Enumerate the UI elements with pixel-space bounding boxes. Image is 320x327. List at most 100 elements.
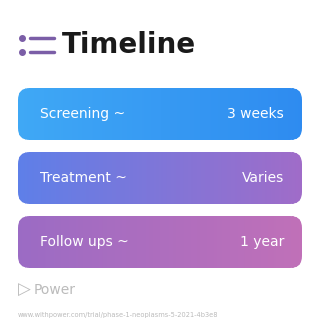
Bar [59,88,61,140]
Bar [113,152,115,204]
Bar [73,216,75,268]
Bar [129,216,131,268]
Bar [105,152,107,204]
Bar [183,152,185,204]
Bar [83,152,85,204]
Bar [86,88,88,140]
Bar [211,88,213,140]
Bar [262,216,264,268]
Bar [68,88,70,140]
Bar [72,152,74,204]
Bar [279,152,281,204]
Bar [63,88,65,140]
Bar [298,88,300,140]
Bar [284,216,285,268]
Bar [251,88,253,140]
Bar [100,152,102,204]
Bar [92,152,94,204]
Bar [18,152,20,204]
Bar [194,152,196,204]
Bar [120,152,122,204]
Bar [32,88,34,140]
Bar [200,216,202,268]
Bar [172,216,173,268]
Bar [190,88,192,140]
Bar [39,88,41,140]
Bar [248,88,250,140]
Bar [291,216,292,268]
Bar [217,152,219,204]
Bar [63,152,65,204]
Bar [238,216,240,268]
Bar [36,152,38,204]
Bar [137,152,139,204]
Bar [276,216,278,268]
Bar [191,216,193,268]
Bar [141,216,143,268]
Bar [27,216,28,268]
Bar [60,88,62,140]
Bar [203,216,204,268]
Bar [269,152,271,204]
Bar [159,216,161,268]
Bar [257,152,259,204]
Bar [250,216,252,268]
Bar [159,152,161,204]
Bar [265,88,267,140]
Bar [44,152,45,204]
Bar [183,88,185,140]
Bar [248,216,250,268]
Bar [117,88,119,140]
Bar [163,152,165,204]
Bar [298,216,300,268]
Bar [212,88,214,140]
Bar [278,216,280,268]
Bar [261,88,263,140]
Bar [151,216,153,268]
Bar [56,152,58,204]
Bar [102,152,104,204]
Bar [115,216,116,268]
Bar [197,216,199,268]
Bar [116,216,118,268]
Bar [35,216,37,268]
Bar [160,152,162,204]
Bar [173,216,175,268]
Bar [36,216,38,268]
Bar [36,88,38,140]
Bar [150,152,152,204]
Bar [300,88,302,140]
Bar [112,216,114,268]
Bar [164,88,166,140]
Bar [244,216,246,268]
Bar [31,152,33,204]
Bar [56,88,58,140]
Bar [239,216,242,268]
Bar [62,152,64,204]
Bar [69,216,71,268]
Bar [295,216,297,268]
Bar [288,216,290,268]
Bar [275,88,277,140]
Bar [103,152,105,204]
Bar [32,216,34,268]
Bar [237,152,239,204]
Bar [184,88,186,140]
Bar [203,152,204,204]
Bar [136,216,138,268]
Bar [41,88,43,140]
Bar [73,88,75,140]
Bar [181,88,183,140]
Bar [21,216,23,268]
Bar [181,216,183,268]
Bar [289,216,291,268]
Bar [208,216,210,268]
Bar [139,216,140,268]
Bar [39,152,41,204]
Bar [295,152,297,204]
Bar [55,152,57,204]
Bar [63,216,65,268]
Bar [130,152,132,204]
Bar [34,152,36,204]
Bar [76,152,78,204]
